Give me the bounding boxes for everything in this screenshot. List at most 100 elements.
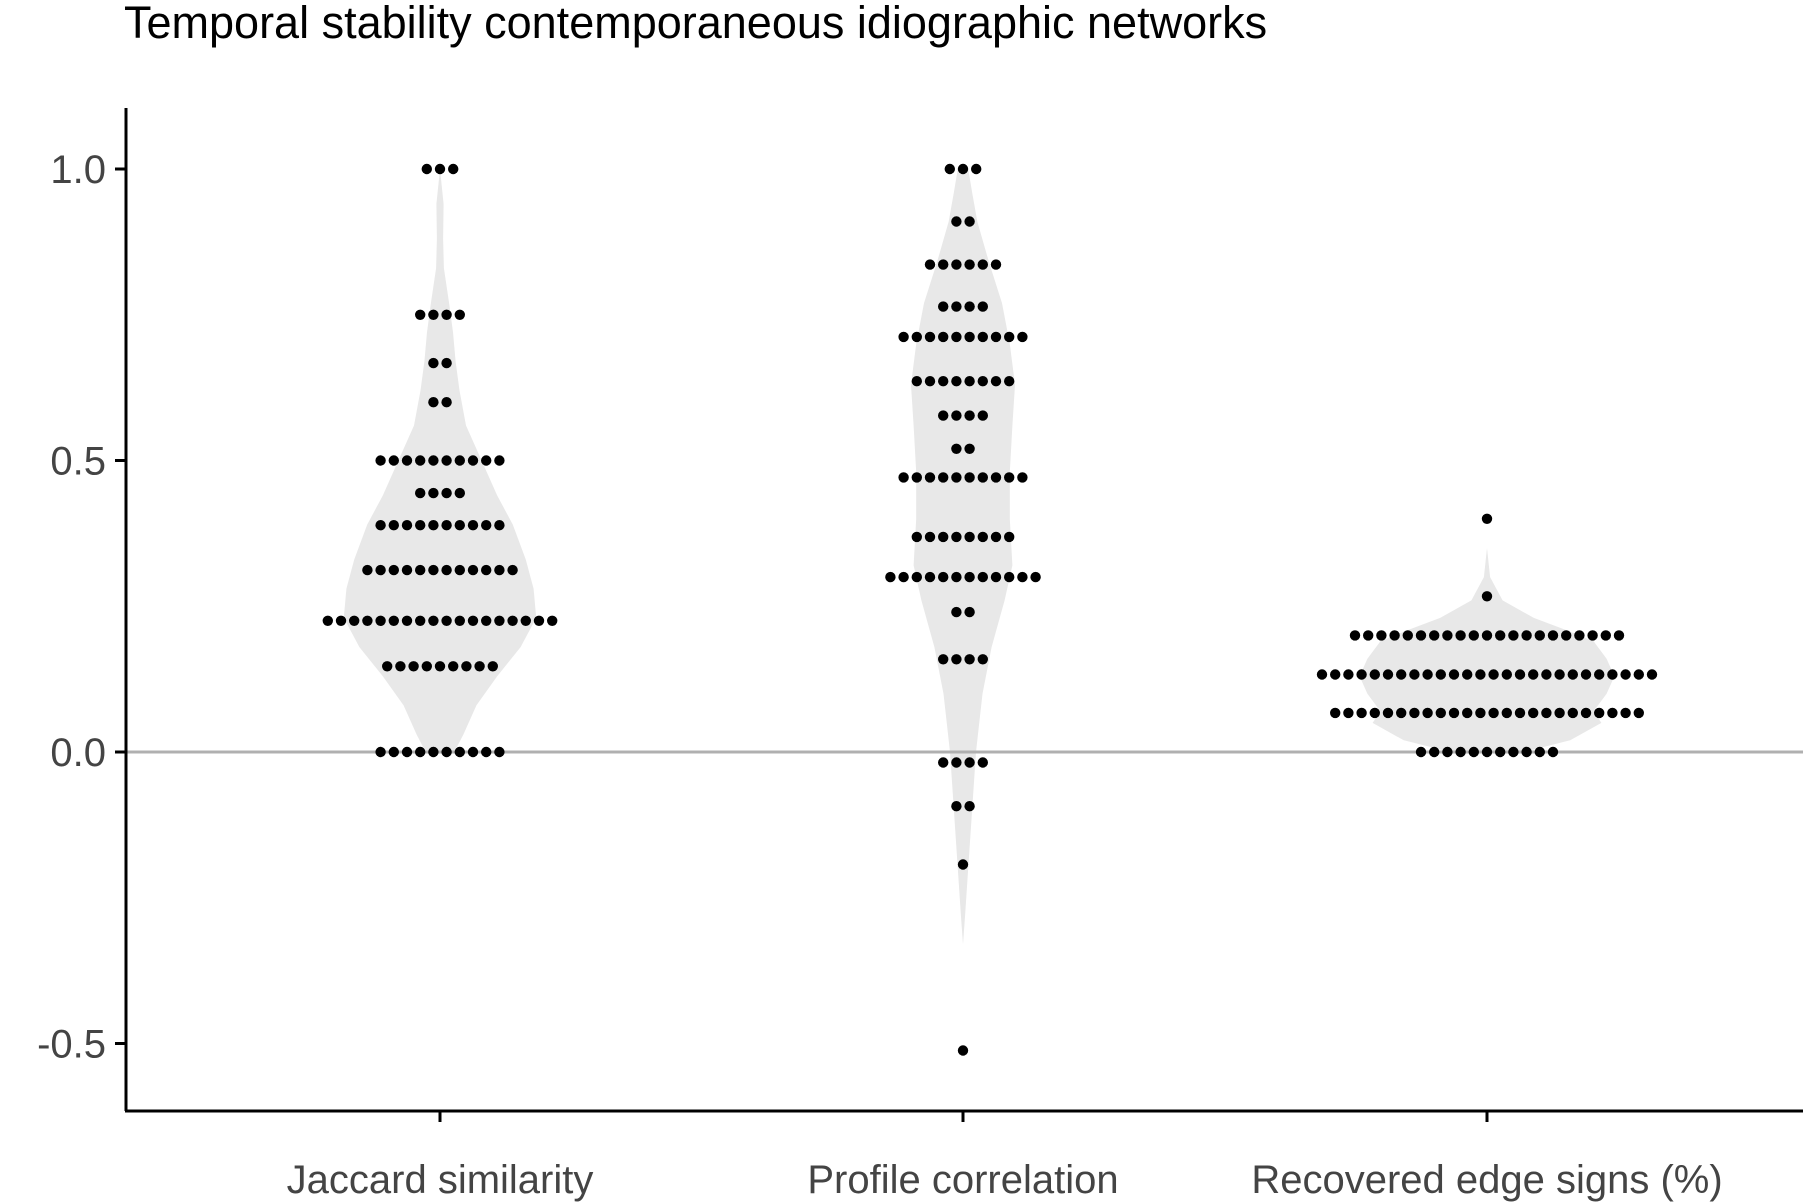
data-point [1349,630,1361,641]
data-point [1481,513,1493,524]
x-ticks: Jaccard similarity Profile correlation Rec… [287,1111,1723,1202]
data-point [481,615,492,626]
data-point [1442,630,1453,641]
data-point [454,564,465,576]
data-point [924,376,936,387]
data-point [951,331,962,343]
dot-groups [322,163,1658,1056]
data-point [938,410,949,421]
data-point [428,309,439,320]
data-point [448,661,459,672]
data-point [388,520,399,531]
data-point [1580,707,1592,719]
data-point [964,801,975,812]
data-point [1541,707,1552,719]
data-point [494,746,505,758]
data-point [898,331,909,343]
data-point [481,746,492,758]
data-point [951,410,962,421]
data-point [1369,707,1381,719]
data-point [1534,746,1546,758]
data-point [428,455,439,466]
data-point [924,259,936,270]
data-point [1435,707,1447,719]
data-point [1004,376,1015,387]
data-point [401,455,413,466]
data-point [964,531,975,543]
data-point [434,163,446,175]
data-point [1468,746,1480,758]
data-point [415,564,426,576]
data-point [441,397,452,408]
data-point [1481,591,1493,602]
y-tick-label: 0.5 [50,440,106,484]
data-point [1567,707,1579,719]
data-point [421,163,432,175]
data-point [461,661,472,672]
data-point [520,615,531,626]
data-point [382,661,393,672]
data-point [1521,630,1532,641]
data-point [964,301,975,312]
y-tick-label: 1.0 [50,148,106,192]
violin-2 [911,169,1015,945]
data-point [951,443,962,454]
data-point [964,216,975,227]
data-point [1422,707,1433,719]
data-point [924,571,936,583]
data-point [964,606,975,618]
data-point [1547,630,1559,641]
data-point [1541,669,1552,680]
data-point [1613,630,1625,641]
data-point [911,331,922,343]
data-point [375,564,386,576]
data-point [1376,630,1387,641]
data-point [1508,746,1519,758]
data-point [951,654,962,665]
data-point [885,571,896,583]
data-point [977,331,988,343]
data-point [898,571,909,583]
data-point [990,472,1002,483]
data-point [990,376,1002,387]
data-point [938,259,949,270]
data-point [971,163,982,175]
data-point [964,443,975,454]
data-point [951,259,962,270]
data-point [1521,746,1532,758]
data-point [938,331,949,343]
data-point [441,520,452,531]
data-point [964,331,975,343]
data-point [1429,746,1440,758]
data-point [938,654,949,665]
data-point [1429,630,1440,641]
data-point [362,564,373,576]
data-point [990,331,1002,343]
data-point [428,746,439,758]
data-point [977,757,988,768]
data-point [1554,669,1565,680]
data-point [964,571,975,583]
data-point [441,487,452,499]
data-point [1382,707,1394,719]
data-point [1004,531,1015,543]
data-point [1514,669,1526,680]
data-point [1409,669,1420,680]
data-point [1343,707,1354,719]
data-point [441,309,452,320]
data-point [401,564,413,576]
data-point [481,564,492,576]
data-point [1620,669,1631,680]
data-point [1488,669,1499,680]
data-point [1607,669,1618,680]
data-point [401,746,413,758]
data-point [1475,669,1486,680]
data-point [1402,630,1414,641]
data-point [415,746,426,758]
data-point [911,472,922,483]
data-point [1422,669,1433,680]
data-point [951,571,962,583]
data-point [938,376,949,387]
data-point [388,746,399,758]
